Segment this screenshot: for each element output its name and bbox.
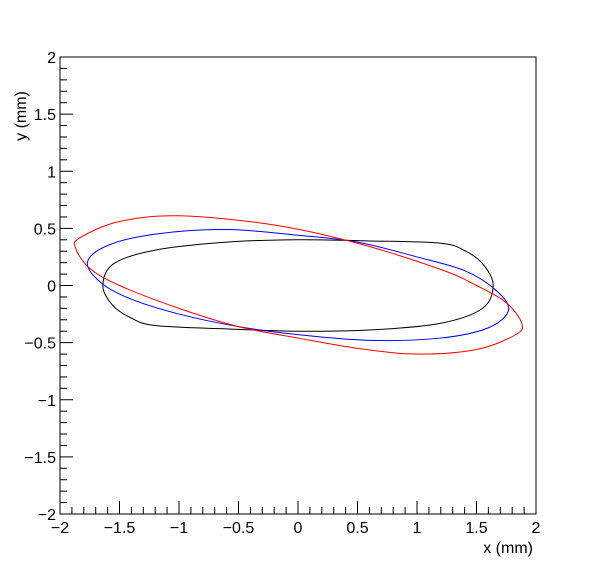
x-tick-label: 0	[294, 520, 303, 537]
y-tick-label: −2	[38, 507, 56, 524]
y-tick-label: −1	[38, 393, 56, 410]
x-tick-label: 2	[532, 520, 541, 537]
x-tick-label: 1.5	[465, 520, 487, 537]
y-tick-label: −1.5	[24, 450, 56, 467]
y-tick-label: 2	[47, 50, 56, 67]
tick-labels: −2 −1.5 −1 −0.5 0 0.5 1 1.5 2 −2 −1.5 −1 −0.5 0 0.5 1 1.…	[24, 50, 540, 537]
x-tick-label: −2	[51, 520, 69, 537]
y-tick-label: 0	[47, 279, 56, 296]
x-axis-title: x (mm)	[483, 540, 533, 557]
blue-ellipse	[86, 229, 510, 342]
x-tick-label: −1.5	[104, 520, 136, 537]
y-tick-label: 1.5	[34, 107, 56, 124]
y-tick-label: 1	[47, 164, 56, 181]
x-tick-label: −0.5	[223, 520, 255, 537]
x-tick-label: −1	[170, 520, 188, 537]
x-tick-label: 1	[413, 520, 422, 537]
red-ellipse	[73, 215, 524, 355]
black-ellipse	[102, 239, 494, 332]
y-tick-label: −0.5	[24, 336, 56, 353]
axis-ticks	[59, 56, 537, 515]
y-axis-title: y (mm)	[13, 91, 30, 141]
curves	[73, 215, 524, 355]
y-tick-label: 0.5	[34, 221, 56, 238]
x-tick-label: 0.5	[346, 520, 368, 537]
plot-frame	[59, 56, 537, 515]
